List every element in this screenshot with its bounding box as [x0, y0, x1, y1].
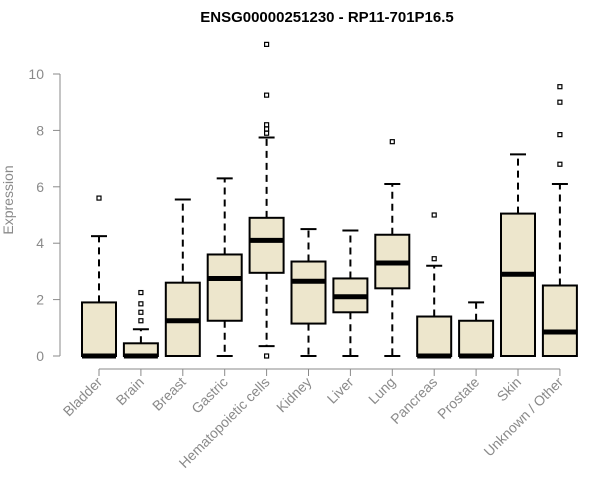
box — [541, 284, 578, 357]
chart-title: ENSG00000251230 - RP11-701P16.5 — [200, 9, 454, 26]
y-tick-label: 8 — [36, 122, 44, 138]
x-tick-label: Pancreas — [387, 374, 440, 427]
box — [290, 260, 327, 325]
x-tick-label: Bladder — [60, 374, 106, 420]
y-tick-label: 2 — [36, 292, 44, 308]
outlier-point — [138, 301, 144, 307]
x-tick-label: Skin — [494, 374, 525, 405]
x-tick-label: Prostate — [434, 374, 482, 422]
box-group — [458, 301, 495, 359]
y-axis-label: Expression — [0, 165, 16, 234]
y-axis: 0 2 4 6 8 10 — [28, 66, 61, 364]
outlier-point — [431, 256, 437, 262]
box-group — [500, 153, 536, 357]
outlier-point — [264, 41, 270, 47]
outlier-point — [96, 195, 102, 201]
box-group — [416, 212, 453, 359]
x-tick-label: Brain — [113, 374, 147, 408]
x-tick-label: Breast — [149, 374, 189, 414]
box — [458, 319, 495, 357]
outlier-point — [138, 289, 144, 296]
box-group — [541, 84, 578, 357]
y-tick-label: 0 — [36, 348, 44, 364]
box-group — [290, 228, 327, 357]
box — [416, 315, 453, 357]
box-group — [81, 195, 117, 359]
outlier-point — [138, 318, 144, 324]
box-group — [206, 177, 243, 357]
x-tick-label: Kidney — [273, 374, 315, 416]
box-group — [248, 41, 285, 359]
outlier-point — [264, 353, 270, 359]
outlier-point — [264, 130, 270, 136]
outlier-point — [431, 212, 437, 218]
outlier-point — [264, 92, 270, 98]
outlier-point — [264, 122, 270, 128]
x-tick-label: Unknown / Other — [480, 374, 566, 460]
outlier-point — [389, 139, 395, 145]
x-tick-label: Liver — [324, 374, 357, 407]
outlier-point — [557, 99, 563, 105]
y-tick-label: 10 — [28, 66, 44, 82]
box — [81, 301, 117, 358]
box — [500, 212, 536, 357]
box-series — [81, 41, 578, 359]
outlier-point — [557, 84, 563, 90]
box — [206, 253, 243, 322]
outlier-point — [557, 132, 563, 138]
y-tick-label: 6 — [36, 179, 44, 195]
box — [248, 216, 285, 274]
outlier-point — [557, 161, 563, 167]
box-group — [332, 229, 369, 357]
box-group — [374, 139, 411, 357]
outlier-point — [138, 309, 144, 315]
y-tick-label: 4 — [36, 235, 44, 251]
x-tick-label: Lung — [365, 374, 398, 407]
box-group — [164, 198, 201, 357]
outlier-point — [264, 126, 270, 132]
box-group — [122, 289, 159, 359]
